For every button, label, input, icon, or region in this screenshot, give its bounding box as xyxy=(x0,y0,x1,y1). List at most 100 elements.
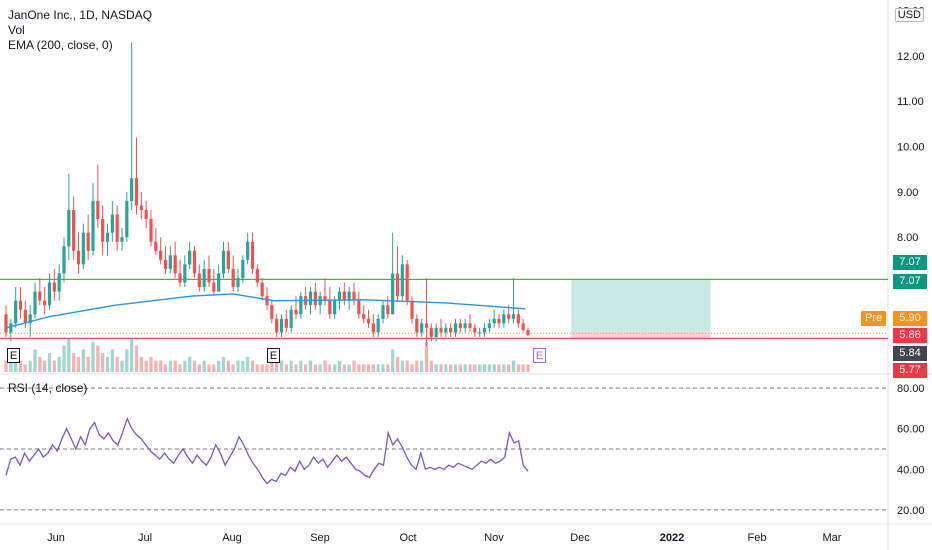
volume-bar xyxy=(221,356,226,372)
volume-bar xyxy=(9,356,13,372)
volume-bar xyxy=(250,360,255,372)
volume-bar xyxy=(342,364,346,372)
volume-bar xyxy=(458,364,462,372)
volume-bar xyxy=(202,360,206,372)
volume-bar xyxy=(81,349,85,372)
volume-bar xyxy=(231,364,235,372)
volume-bar xyxy=(86,356,90,372)
candle-body xyxy=(511,314,516,319)
candle-body xyxy=(246,241,250,260)
candle-body xyxy=(183,264,187,283)
volume-bar xyxy=(371,364,375,372)
volume-bar xyxy=(439,364,443,372)
volume-bar xyxy=(4,360,8,372)
candle-body xyxy=(487,323,491,328)
volume-bar xyxy=(299,360,303,372)
candle-body xyxy=(47,282,52,306)
volume-bar xyxy=(149,356,153,372)
candle-body xyxy=(516,314,520,324)
candle-body xyxy=(57,273,61,292)
candle-body xyxy=(420,323,424,333)
volume-bar xyxy=(246,356,250,372)
volume-bar xyxy=(236,360,240,372)
candle-body xyxy=(492,318,496,324)
volume-bar xyxy=(159,360,163,372)
candle-body xyxy=(439,327,443,333)
candle-body xyxy=(67,210,71,247)
volume-bar xyxy=(386,364,390,372)
earnings-marker[interactable]: E xyxy=(7,348,20,363)
volume-bar xyxy=(101,353,105,372)
candle-body xyxy=(415,318,419,333)
candle-body xyxy=(362,314,366,319)
volume-bar xyxy=(260,364,264,372)
volume-bar xyxy=(275,360,279,372)
candle-body xyxy=(395,273,400,297)
position-stop-zone xyxy=(571,332,711,339)
volume-bar xyxy=(381,364,385,372)
currency-badge[interactable]: USD xyxy=(894,8,924,22)
candle-body xyxy=(429,327,433,337)
candle-body xyxy=(139,205,143,210)
candle-body xyxy=(144,210,148,220)
price-tick-label: 9.00 xyxy=(897,187,918,199)
volume-bar xyxy=(265,364,269,372)
volume-bar xyxy=(420,360,424,372)
volume-bar xyxy=(468,364,472,372)
candle-body xyxy=(342,291,346,301)
candle-body xyxy=(444,327,448,333)
candle-body xyxy=(250,241,255,269)
volume-bar xyxy=(366,364,371,372)
volume-bar xyxy=(130,338,134,372)
candle-body xyxy=(434,327,438,337)
ema-legend: EMA (200, close, 0) xyxy=(8,38,113,52)
ema-line xyxy=(5,293,526,329)
volume-bar xyxy=(463,364,467,372)
rsi-legend: RSI (14, close) xyxy=(8,381,88,395)
volume-bar xyxy=(212,364,216,372)
candle-body xyxy=(110,214,114,233)
candle-body xyxy=(265,296,269,306)
earnings-marker[interactable]: E xyxy=(533,348,546,363)
volume-bar xyxy=(502,364,506,372)
volume-bar xyxy=(526,364,530,372)
volume-bar xyxy=(482,364,487,372)
candle-body xyxy=(347,291,351,301)
candle-body xyxy=(154,241,158,251)
volume-bar xyxy=(429,360,433,372)
price-tag: 5.90 xyxy=(893,311,927,326)
candle-body xyxy=(188,250,192,265)
volume-bar xyxy=(516,364,520,372)
volume-bar xyxy=(357,364,361,372)
volume-bar xyxy=(453,364,458,372)
volume-bar xyxy=(294,364,298,372)
volume-bar xyxy=(67,338,71,372)
candle-body xyxy=(405,264,409,301)
candle-body xyxy=(255,268,259,283)
candle-body xyxy=(120,237,124,242)
candle-body xyxy=(159,250,163,260)
earnings-marker[interactable]: E xyxy=(267,348,280,363)
volume-bar xyxy=(96,345,100,372)
price-tick-label: 8.00 xyxy=(897,232,918,244)
volume-bar xyxy=(115,356,119,372)
rsi-tick-label: 40.00 xyxy=(897,464,925,476)
volume-bar xyxy=(347,364,351,372)
candle-body xyxy=(33,291,37,315)
volume-bar xyxy=(197,364,201,372)
price-tag: 5.88 xyxy=(893,328,927,343)
volume-bar xyxy=(33,349,37,372)
position-target-zone xyxy=(571,279,711,333)
candle-body xyxy=(62,246,66,274)
candle-body xyxy=(386,305,390,315)
candle-body xyxy=(473,327,477,333)
candle-body xyxy=(173,255,177,274)
candle-body xyxy=(86,232,90,251)
candle-body xyxy=(28,314,32,324)
time-tick-label: Jun xyxy=(47,532,65,544)
symbol-legend: JanOne Inc., 1D, NASDAQ Vol EMA (200, cl… xyxy=(8,8,152,53)
candle-body xyxy=(231,268,235,288)
candle-body xyxy=(115,214,119,242)
candle-body xyxy=(381,305,385,319)
